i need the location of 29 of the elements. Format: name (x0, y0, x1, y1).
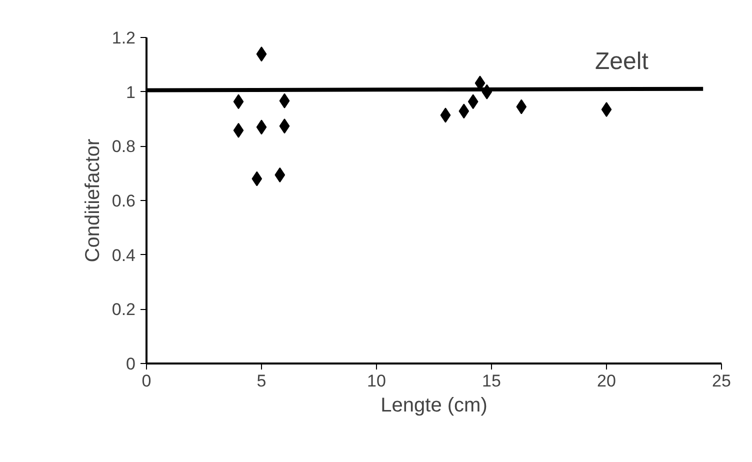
y-tick-label: 0.4 (112, 246, 136, 265)
point (516, 99, 527, 114)
x-tick-label: 5 (256, 372, 266, 390)
point (256, 120, 267, 135)
y-tick-label: 0 (126, 354, 136, 374)
y-tick-label: 1 (126, 82, 136, 102)
y-tick-label: 0.6 (112, 192, 136, 210)
point (252, 171, 262, 186)
point (279, 93, 290, 108)
x-tick-label: 10 (367, 372, 386, 390)
point (601, 102, 612, 117)
point (279, 118, 290, 134)
point (274, 167, 286, 182)
point (468, 94, 478, 110)
point (233, 122, 244, 138)
annotation: Zeelt (595, 48, 649, 75)
y-tick-label: 0.2 (112, 300, 136, 320)
y-tick-label: 0.8 (112, 137, 136, 156)
x-tick-label: 0 (142, 372, 152, 390)
y-axis-title: Conditiefactor (82, 138, 104, 262)
point (440, 108, 451, 123)
x-tick-label: 15 (482, 372, 501, 390)
y-tick-label: 1.2 (112, 28, 136, 48)
x-tick-label: 20 (597, 372, 616, 390)
point (233, 94, 244, 110)
point (458, 104, 470, 119)
x-axis-title: Lengte (cm) (380, 394, 488, 416)
x-tick-label: 25 (712, 372, 731, 390)
point (256, 46, 267, 62)
